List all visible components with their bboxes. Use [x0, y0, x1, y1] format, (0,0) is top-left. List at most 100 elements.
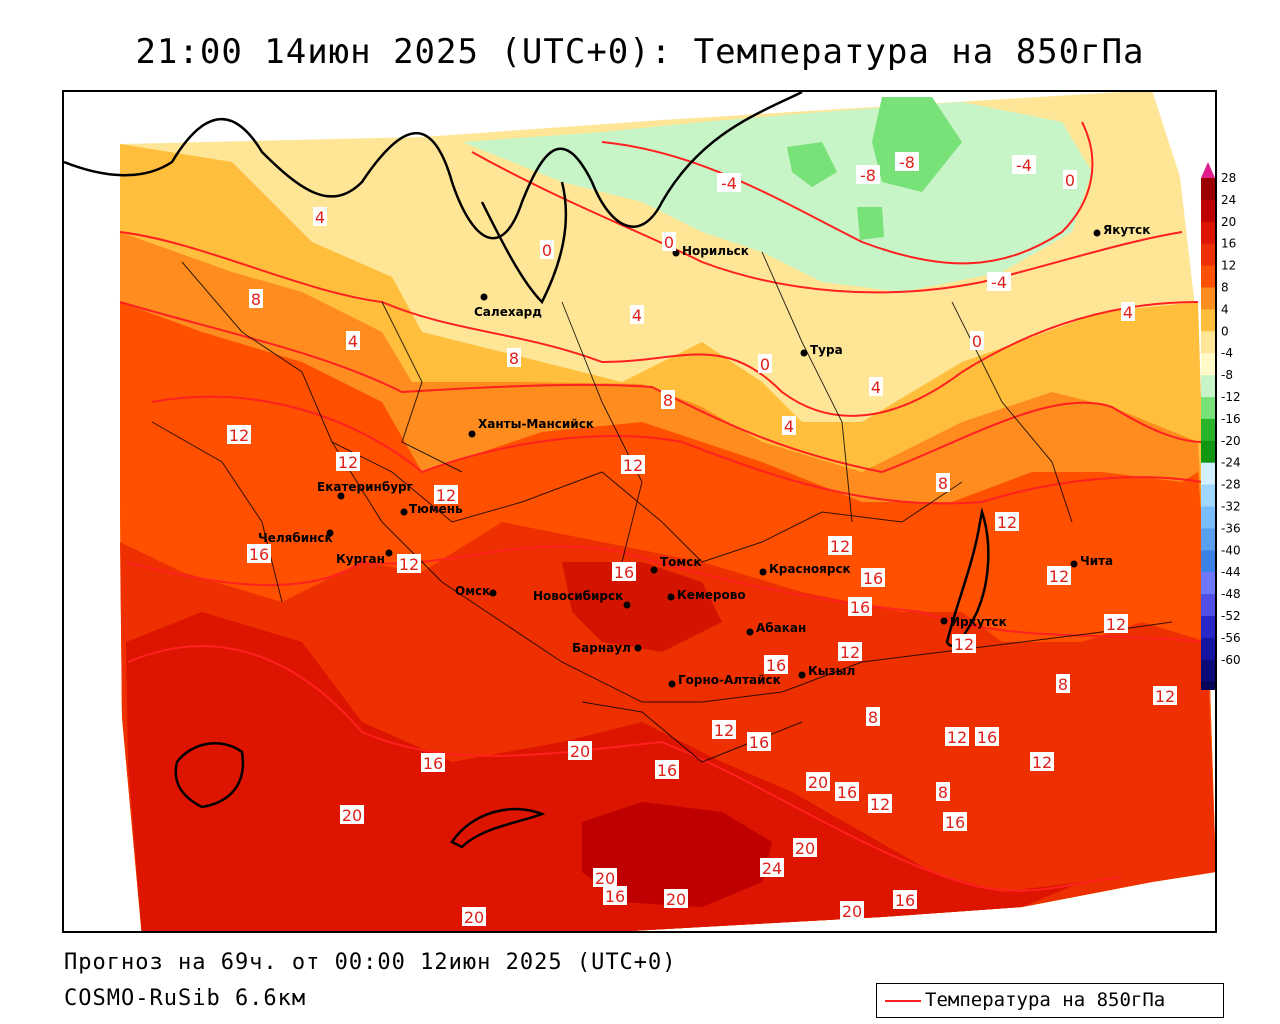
- contour-label: 12: [954, 635, 974, 654]
- contour-label-bg: [249, 289, 263, 308]
- colorbar-swatch: [1201, 178, 1215, 201]
- contour-label-bg: [848, 597, 872, 616]
- contour-label-bg: [313, 207, 327, 226]
- colorbar-tick-label: 28: [1221, 171, 1236, 185]
- city-label-yekaterinburg: Екатеринбург: [317, 480, 413, 494]
- contour-label: 4: [315, 208, 325, 227]
- contour-label-bg: [952, 634, 976, 653]
- colorbar: 28 24 20 16 12 8 4 0 -4 -8 -12 -16 -20 -24 -28 -32 -36 -4…: [1201, 162, 1241, 690]
- colorbar-tick-label: -48: [1221, 587, 1241, 601]
- city-dot: [480, 293, 488, 301]
- colorbar-swatch: [1201, 331, 1215, 354]
- colorbar-tick-label: 0: [1221, 324, 1229, 338]
- city-dot: [667, 593, 675, 601]
- contour-label: 8: [938, 474, 948, 493]
- contour-label: 20: [842, 902, 862, 921]
- band-minus8-c: [857, 207, 884, 240]
- contour-label: 20: [795, 839, 815, 858]
- contour-label: 12: [338, 453, 358, 472]
- colorbar-swatch: [1201, 375, 1215, 398]
- contour-label-bg: [943, 812, 967, 831]
- contour-label-bg: [869, 377, 883, 396]
- colorbar-swatch: [1201, 221, 1215, 245]
- contour-labels: 4 8 4 0 -4 0 -8 -8 -4 0 -4 4 0 4 8 0 4 12 12 4 8 12 12 8 12 12 16 1…: [227, 152, 1177, 927]
- contour-label-bg: [868, 794, 892, 813]
- contour-label-bg: [662, 232, 676, 251]
- contour-label: 20: [808, 773, 828, 792]
- contour-label-bg: [1047, 566, 1071, 585]
- contour-label-bg: [568, 741, 592, 760]
- city-markers: Норильск Якутск Салехард Тура Ханты-Манс…: [258, 223, 1150, 688]
- contour-label-bg: [1063, 170, 1077, 189]
- contour-label-bg: [227, 425, 251, 444]
- city-dot: [798, 671, 806, 679]
- contour-label-bg: [835, 782, 859, 801]
- contour-label: 12: [623, 456, 643, 475]
- contour-label: 12: [1032, 753, 1052, 772]
- contour-label: 4: [348, 332, 358, 351]
- contour-label-bg: [593, 868, 617, 887]
- map-panel: Норильск Якутск Салехард Тура Ханты-Манс…: [62, 90, 1217, 933]
- model-name: COSMO-RuSib 6.6км: [64, 986, 307, 1011]
- contour-label-bg: [1104, 614, 1128, 633]
- contour-label: 12: [714, 721, 734, 740]
- colorbar-tick-label: -20: [1221, 434, 1241, 448]
- city-dot: [746, 628, 754, 636]
- contour-label: 8: [509, 349, 519, 368]
- contour-label: -8: [899, 153, 915, 172]
- contour-label-bg: [758, 354, 772, 373]
- contour-label-bg: [936, 782, 950, 801]
- contour-label-bg: [603, 886, 627, 905]
- contour-label-bg: [764, 655, 788, 674]
- colorbar-tick-label: -32: [1221, 500, 1241, 514]
- contour-label: 4: [871, 378, 881, 397]
- lake-balkhash: [450, 807, 546, 849]
- contour-label: 12: [840, 643, 860, 662]
- contour-label: -4: [991, 273, 1007, 292]
- colorbar-swatch: [1201, 572, 1215, 595]
- colorbar-swatch: [1201, 659, 1215, 683]
- contour-label-bg: [712, 720, 736, 739]
- contour-label: 16: [850, 598, 870, 617]
- contour-label: -4: [1016, 156, 1032, 175]
- colorbar-swatch: [1201, 506, 1215, 529]
- contour-label: 4: [1123, 303, 1133, 322]
- colorbar-tick-label: -16: [1221, 412, 1241, 426]
- colorbar-tick-label: -56: [1221, 631, 1241, 645]
- contour-label-bg: [987, 272, 1011, 291]
- contour-label-bg: [340, 805, 364, 824]
- contour-label-bg: [612, 562, 636, 581]
- contour-label-bg: [1030, 752, 1054, 771]
- arctic-coast: [64, 92, 803, 240]
- legend: Температура на 850гПа: [876, 983, 1224, 1018]
- contour-label-bg: [945, 727, 969, 746]
- city-label-krasnoyarsk: Красноярск: [769, 562, 851, 576]
- colorbar-tick-label: -24: [1221, 456, 1241, 470]
- contour-label-bg: [782, 416, 796, 435]
- contour-label: 0: [972, 332, 982, 351]
- colorbar-tick-label: 20: [1221, 215, 1236, 229]
- contour-label-bg: [840, 901, 864, 920]
- contour-label-bg: [621, 455, 645, 474]
- legend-line-swatch: [885, 1000, 921, 1002]
- city-label-abakan: Абакан: [756, 621, 806, 635]
- city-dot: [1093, 229, 1101, 237]
- city-dot: [940, 617, 948, 625]
- contour-label-bg: [247, 544, 271, 563]
- borders: [151, 251, 1173, 763]
- city-label-kurgan: Курган: [336, 552, 385, 566]
- contour-label: 12: [229, 426, 249, 445]
- contour-label: 16: [895, 891, 915, 910]
- colorbar-tick-label: -52: [1221, 609, 1241, 623]
- colorbar-tick-label: 12: [1221, 259, 1236, 273]
- contour-label-bg: [806, 772, 830, 791]
- contour-label: 20: [342, 806, 362, 825]
- colorbar-swatch: [1201, 287, 1215, 310]
- contour-label: 16: [863, 569, 883, 588]
- temperature-map: Норильск Якутск Салехард Тура Ханты-Манс…: [64, 92, 1215, 931]
- contour-label: 20: [464, 908, 484, 927]
- contour-label: 12: [1155, 687, 1175, 706]
- colorbar-swatch: [1201, 681, 1215, 690]
- contour-label-bg: [1012, 155, 1036, 174]
- contour-label: 12: [436, 486, 456, 505]
